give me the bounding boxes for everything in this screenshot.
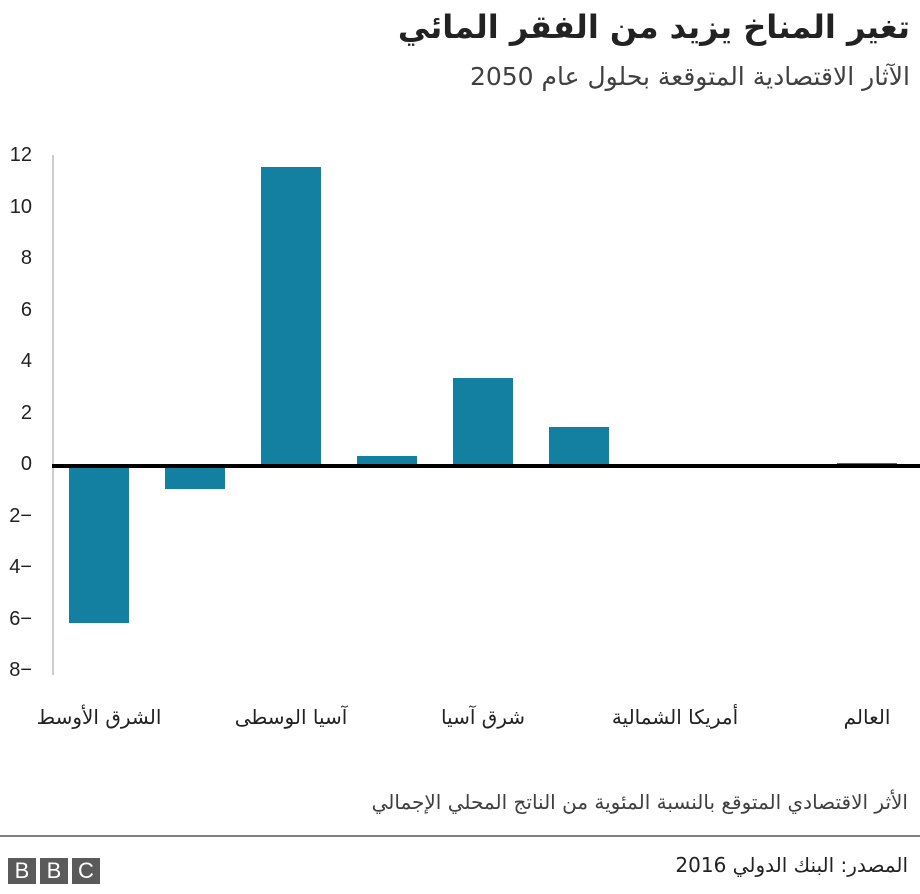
y-tick-label: 8 xyxy=(20,247,32,269)
x-category-label: آسيا الوسطى xyxy=(234,705,348,729)
y-tick-label: 2− xyxy=(9,504,32,527)
bbc-logo: B B C xyxy=(8,858,100,884)
bbc-logo-letter: B xyxy=(40,858,68,884)
y-tick-label: 0 xyxy=(20,453,32,475)
zero-baseline xyxy=(52,464,920,468)
bar-chart: 12 10 8 6 4 2 0 2− 4− 6− 8− الشرق الأوسط آسيا الوسطى… xyxy=(9,144,920,729)
bbc-logo-letter: B xyxy=(8,858,36,884)
y-tick-label: 10 xyxy=(9,195,32,218)
x-category-label: شرق آسيا xyxy=(440,705,526,729)
y-tick-label: 6− xyxy=(9,607,32,630)
x-category-label: أمريكا الشمالية xyxy=(611,705,739,729)
bar xyxy=(165,466,225,490)
source-text: المصدر: البنك الدولي 2016 xyxy=(675,853,908,877)
y-tick-label: 12 xyxy=(9,144,32,166)
bar xyxy=(357,455,417,466)
x-category-label: الشرق الأوسط xyxy=(36,705,162,729)
chart-title: تغير المناخ يزيد من الفقر المائي xyxy=(397,8,910,46)
y-tick-label: 8− xyxy=(9,659,32,681)
y-tick-label: 4 xyxy=(20,350,32,372)
x-category-label: العالم xyxy=(843,705,891,729)
chart-subtitle: الآثار الاقتصادية المتوقعة بحلول عام 205… xyxy=(469,62,910,91)
bar xyxy=(453,378,513,466)
bar xyxy=(261,167,321,466)
footer-divider xyxy=(0,835,920,837)
bar xyxy=(549,427,609,466)
bbc-logo-letter: C xyxy=(72,858,100,884)
y-tick-label: 6 xyxy=(20,298,32,321)
y-tick-label: 4− xyxy=(9,556,32,578)
y-axis-line xyxy=(52,155,54,675)
bar xyxy=(69,466,129,624)
y-axis-description: الأثر الاقتصادي المتوقع بالنسبة المئوية … xyxy=(371,790,908,814)
y-tick-label: 2 xyxy=(20,401,32,424)
